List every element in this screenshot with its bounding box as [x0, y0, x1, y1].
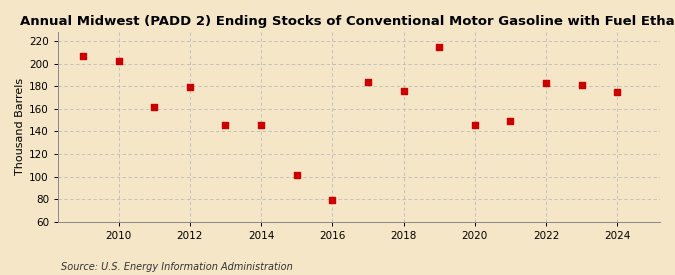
- Point: [327, 198, 338, 202]
- Point: [505, 119, 516, 123]
- Point: [362, 79, 373, 84]
- Text: Source: U.S. Energy Information Administration: Source: U.S. Energy Information Administ…: [61, 262, 292, 272]
- Point: [541, 81, 551, 85]
- Point: [398, 89, 409, 93]
- Point: [434, 45, 445, 49]
- Y-axis label: Thousand Barrels: Thousand Barrels: [15, 78, 25, 175]
- Point: [148, 104, 159, 109]
- Point: [576, 83, 587, 87]
- Point: [220, 122, 231, 127]
- Title: Annual Midwest (PADD 2) Ending Stocks of Conventional Motor Gasoline with Fuel E: Annual Midwest (PADD 2) Ending Stocks of…: [20, 15, 675, 28]
- Point: [291, 173, 302, 178]
- Point: [184, 85, 195, 89]
- Point: [469, 122, 480, 127]
- Point: [113, 59, 124, 64]
- Point: [256, 122, 267, 127]
- Point: [612, 90, 622, 94]
- Point: [78, 53, 88, 58]
